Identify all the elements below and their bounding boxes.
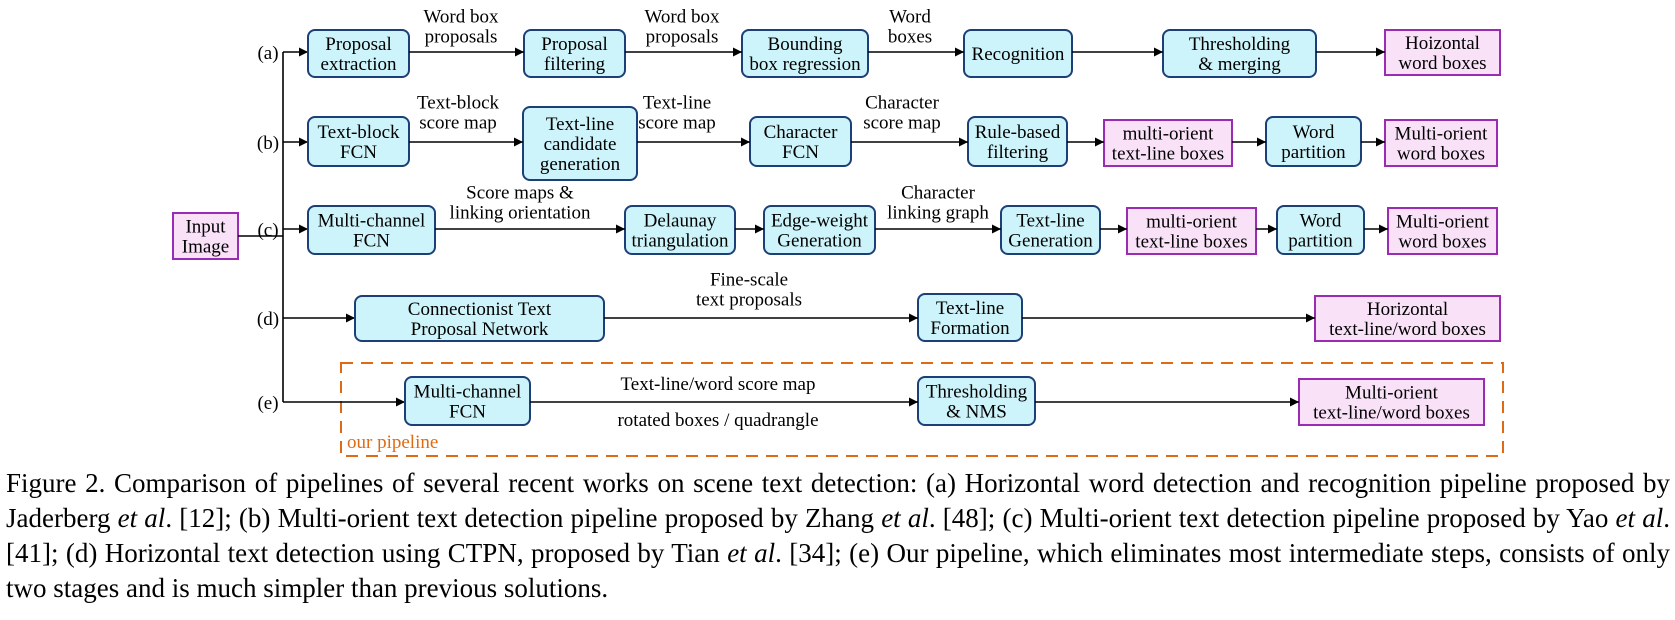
row-a-stage-box-0 — [307, 29, 410, 78]
caption-etal-d: et al — [727, 538, 776, 568]
row-a-stage-box-1 — [523, 29, 626, 78]
caption-text-4: . [41]; (d) Horizontal text detection us… — [6, 503, 1670, 568]
pipeline-diagram: Input Image our pipeline (a) Proposal extract… — [172, 6, 1504, 457]
caption-etal-b: et al — [881, 503, 929, 533]
row-b-box-label-1: Text-line candidate generation — [540, 114, 621, 175]
row-a-stage-box-3 — [963, 29, 1073, 78]
row-tag-d: (d) — [257, 309, 279, 330]
row-tag-e: (e) — [257, 393, 278, 414]
row-tag-a: (a) — [257, 43, 278, 64]
row-c-stage-box-2 — [763, 205, 876, 255]
row-e-box-label-1: Thresholding & NMS — [926, 381, 1028, 422]
our-pipeline-region — [340, 362, 1504, 457]
row-a-stage-box-2 — [741, 29, 869, 78]
caption-etal-c: et al — [1615, 503, 1664, 533]
row-c-box-label-5: Word partition — [1288, 210, 1353, 251]
row-a-box-label-3: Recognition — [972, 44, 1065, 65]
edge-label-c-2: Character linking graph — [887, 182, 989, 223]
row-c-output-box-6 — [1387, 207, 1498, 255]
row-d-box-label-1: Text-line Formation — [930, 298, 1010, 339]
row-b-box-label-6: Multi-orient word boxes — [1395, 123, 1489, 164]
edge-label-a-1: Word box proposals — [645, 6, 720, 47]
row-b-box-label-4: multi-orient text-line boxes — [1112, 123, 1224, 164]
row-b-output-box-6 — [1384, 119, 1498, 167]
caption-text-1: Figure 2. Comparison of pipelines of sev… — [6, 468, 1670, 533]
caption-text-5: . [34]; (e) Our pipeline, which eliminat… — [6, 538, 1670, 603]
input-image-box — [172, 212, 239, 260]
row-b-box-label-2: Character FCN — [764, 122, 839, 163]
row-c-stage-box-5 — [1276, 205, 1365, 255]
row-c-stage-box-0 — [307, 205, 436, 255]
row-d-box-label-2: Horizontal text-line/word boxes — [1329, 299, 1486, 340]
row-c-box-label-0: Multi-channel FCN — [318, 210, 426, 251]
row-tag-b: (b) — [257, 133, 279, 154]
row-c-box-label-3: Text-line Generation — [1008, 210, 1093, 251]
row-e-box-label-2: Multi-orient text-line/word boxes — [1313, 382, 1470, 423]
row-a-box-label-0: Proposal extraction — [321, 34, 397, 75]
row-a-output-box-5 — [1384, 29, 1501, 76]
row-c-stage-box-3 — [1000, 205, 1101, 255]
row-b-box-label-5: Word partition — [1281, 122, 1346, 163]
edge-label-a-0: Word box proposals — [424, 6, 499, 47]
edge-label-b-2: Character score map — [863, 92, 941, 133]
row-e-box-label-0: Multi-channel FCN — [414, 381, 522, 422]
row-d-output-box-2 — [1314, 295, 1501, 342]
row-c-box-label-2: Edge-weight Generation — [771, 210, 869, 251]
row-c-stage-box-1 — [624, 205, 736, 255]
row-b-box-label-3: Rule-based filtering — [975, 122, 1061, 163]
edge-label-d-0: Fine-scale text proposals — [696, 269, 802, 310]
input-image-label: Input Image — [182, 216, 229, 257]
edge-label-c-0: Score maps & linking orientation — [450, 182, 591, 223]
edge-label-e-bottom: rotated boxes / quadrangle — [617, 410, 818, 431]
row-tag-c: (c) — [257, 220, 278, 241]
row-e-output-box-2 — [1298, 378, 1485, 426]
caption-text-3: . [48]; (c) Multi-orient text detection … — [928, 503, 1616, 533]
row-c-box-label-1: Delaunay triangulation — [631, 210, 729, 251]
row-d-box-label-0: Connectionist Text Proposal Network — [408, 299, 552, 340]
edge-label-b-0: Text-block score map — [417, 92, 500, 133]
row-e-stage-box-1 — [917, 376, 1036, 426]
row-c-box-label-6: Multi-orient word boxes — [1396, 211, 1490, 252]
row-c-output-box-4 — [1126, 207, 1257, 255]
our-pipeline-label: our pipeline — [347, 432, 438, 453]
row-c-box-label-4: multi-orient text-line boxes — [1135, 211, 1247, 252]
row-a-box-label-5: Hoizontal word boxes — [1398, 33, 1486, 74]
row-a-box-label-1: Proposal filtering — [541, 34, 608, 75]
row-a-stage-box-4 — [1162, 29, 1317, 78]
caption-etal-a: et al — [117, 503, 166, 533]
row-a-box-label-4: Thresholding & merging — [1189, 34, 1291, 75]
row-b-output-box-4 — [1103, 119, 1233, 167]
caption-text-2: . [12]; (b) Multi-orient text detection … — [165, 503, 882, 533]
row-b-box-label-0: Text-block FCN — [317, 122, 400, 163]
edge-label-b-1: Text-line score map — [638, 92, 716, 133]
edge-label-e-top: Text-line/word score map — [621, 374, 816, 395]
row-a-box-label-2: Bounding box regression — [749, 34, 861, 75]
row-b-stage-box-1 — [522, 106, 638, 181]
figure-caption: Figure 2. Comparison of pipelines of sev… — [6, 466, 1670, 606]
edge-label-a-2: Word boxes — [888, 6, 932, 47]
row-e-stage-box-0 — [404, 376, 531, 426]
